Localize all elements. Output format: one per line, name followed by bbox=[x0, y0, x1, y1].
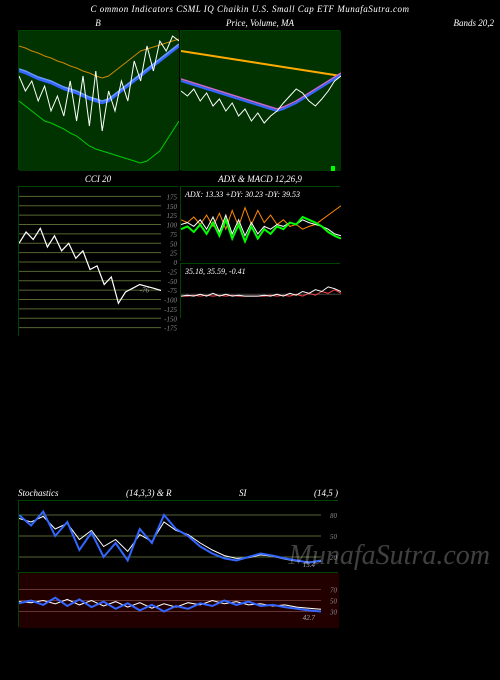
stoch-title-left: Stochastics bbox=[18, 488, 59, 498]
svg-text:35.18, 35.59, -0.41: 35.18, 35.59, -0.41 bbox=[184, 267, 246, 276]
svg-text:15.4: 15.4 bbox=[303, 561, 316, 569]
svg-text:25: 25 bbox=[170, 250, 178, 258]
svg-text:42.7: 42.7 bbox=[303, 614, 316, 622]
svg-text:50: 50 bbox=[330, 533, 338, 541]
page-header: C ommon Indicators CSML IQ Chaikin U.S. … bbox=[0, 0, 500, 16]
svg-text:-125: -125 bbox=[164, 306, 177, 314]
svg-text:-50: -50 bbox=[168, 278, 178, 286]
stoch-title-mid: (14,3,3) & R bbox=[126, 488, 172, 498]
svg-text:-150: -150 bbox=[164, 315, 177, 323]
svg-text:-100: -100 bbox=[164, 297, 177, 305]
svg-text:70: 70 bbox=[330, 587, 338, 595]
macd-chart: 35.18, 35.59, -0.41 bbox=[180, 263, 340, 318]
svg-text:80: 80 bbox=[330, 512, 338, 520]
stoch-title-right: (14,5 ) bbox=[314, 488, 338, 498]
adx-title: ADX & MACD 12,26,9 bbox=[180, 172, 340, 186]
rsi-chart: 70 50 30 42.7 bbox=[18, 572, 338, 627]
svg-text:-175: -175 bbox=[164, 325, 177, 333]
price-ma-title: Price, Volume, MA bbox=[180, 16, 340, 30]
svg-text:150: 150 bbox=[167, 203, 178, 211]
header-left: C bbox=[90, 4, 97, 14]
cci-chart: 175 150125 1007550 250-25 -50-75 -100-125-150… bbox=[18, 186, 178, 336]
svg-text:ADX: 13.33 +DY: 30.23 -DY: 39.: ADX: 13.33 +DY: 30.23 -DY: 39.53 bbox=[184, 190, 300, 199]
svg-text:-25: -25 bbox=[168, 268, 178, 276]
svg-text:175: 175 bbox=[167, 193, 178, 201]
svg-text:50: 50 bbox=[170, 240, 178, 248]
stoch-chart: 80 50 20 15.4 bbox=[18, 500, 338, 570]
svg-text:20: 20 bbox=[330, 554, 338, 562]
svg-text:50: 50 bbox=[330, 598, 338, 606]
svg-text:75: 75 bbox=[170, 231, 178, 239]
cci-title: CCI 20 bbox=[18, 172, 178, 186]
svg-text:0: 0 bbox=[174, 259, 178, 267]
bollinger-title: B bbox=[18, 16, 178, 30]
header-main: ommon Indicators CSML IQ Chaikin U.S. Sm… bbox=[100, 4, 410, 14]
svg-text:30: 30 bbox=[329, 609, 338, 617]
bollinger-chart bbox=[18, 30, 178, 170]
svg-text:-76: -76 bbox=[140, 287, 150, 295]
price-ma-chart bbox=[180, 30, 340, 170]
svg-text:-75: -75 bbox=[168, 287, 178, 295]
svg-text:100: 100 bbox=[167, 222, 178, 230]
svg-text:125: 125 bbox=[167, 212, 178, 220]
bands-label: Bands 20,2 bbox=[342, 16, 500, 30]
stoch-title-si: SI bbox=[239, 488, 247, 498]
adx-chart: ADX: 13.33 +DY: 30.23 -DY: 39.53 bbox=[180, 186, 340, 261]
stoch-title-row: Stochastics (14,3,3) & R SI (14,5 ) bbox=[18, 486, 338, 500]
